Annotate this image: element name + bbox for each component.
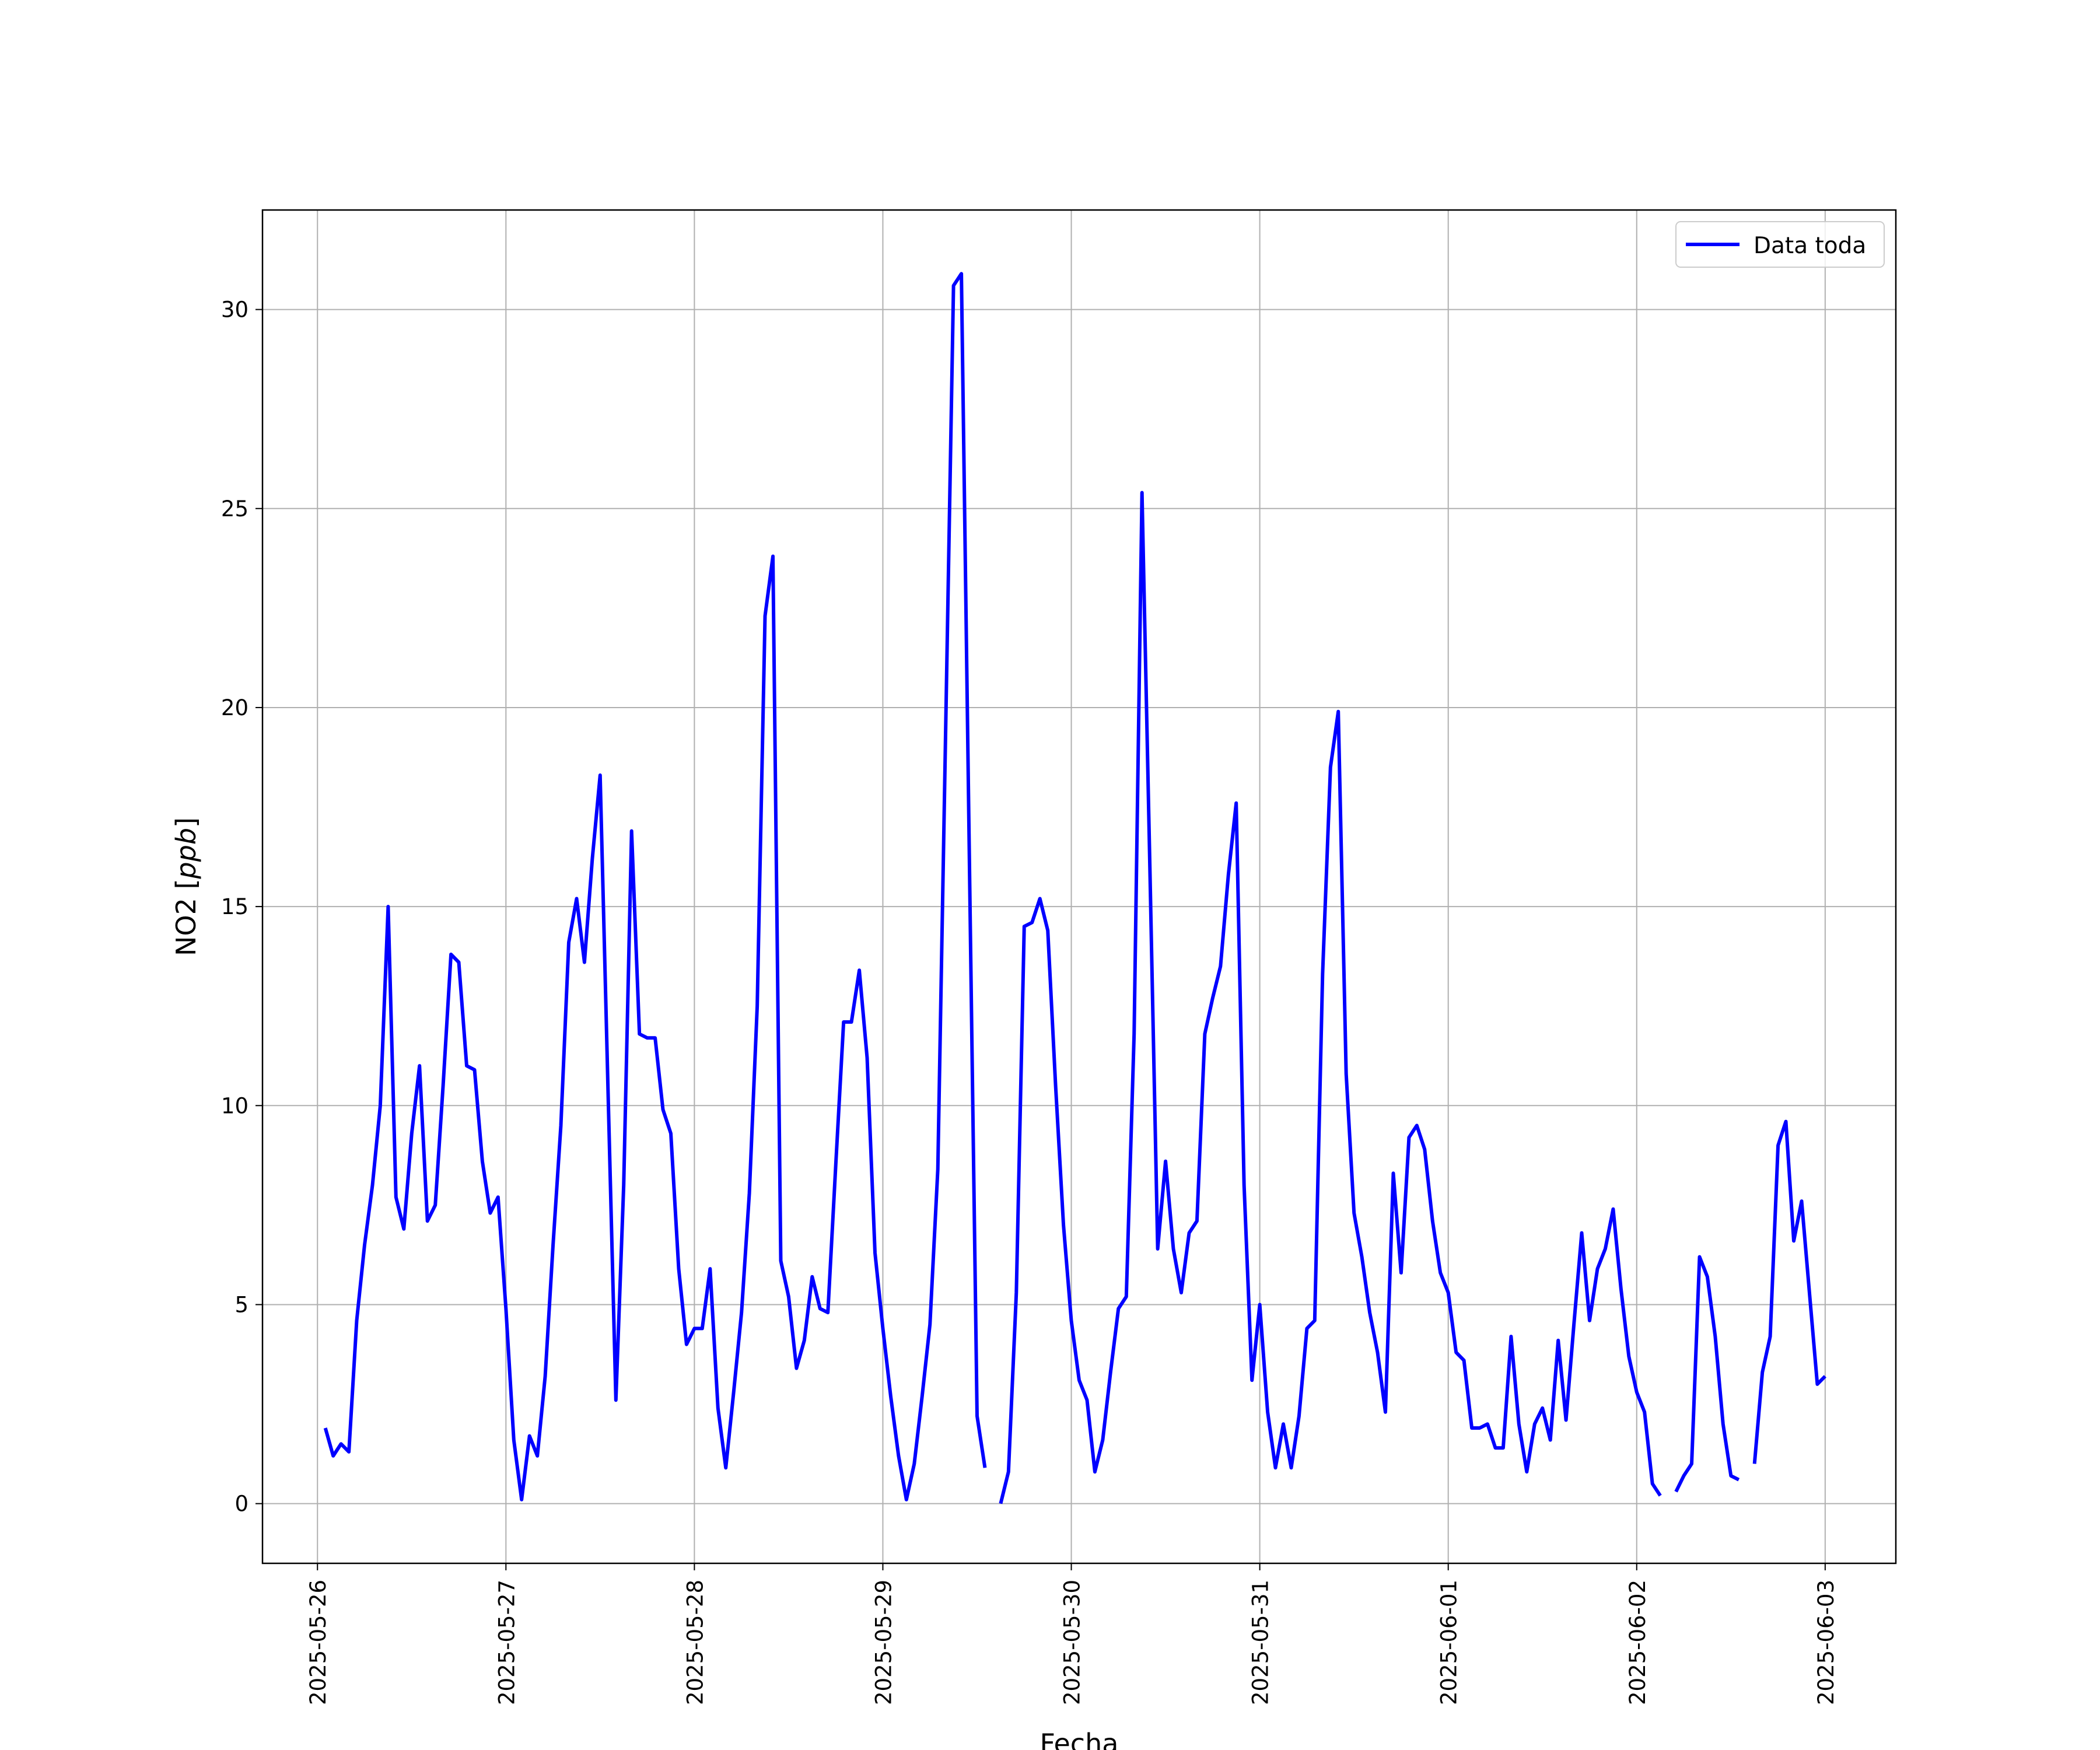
x-tick-label: 2025-05-30 xyxy=(1060,1580,1085,1705)
x-tick-label: 2025-05-27 xyxy=(494,1580,519,1705)
x-axis-label: Fecha xyxy=(1040,1728,1119,1750)
y-axis-label: NO2 [ppb] xyxy=(170,817,202,956)
y-axis-label-main: NO2 [ xyxy=(170,879,202,956)
y-tick-label: 5 xyxy=(235,1292,249,1317)
x-axis: 2025-05-26 2025-05-27 2025-05-28 2025-05-29… xyxy=(306,1563,1839,1705)
y-tick-label: 20 xyxy=(221,695,249,720)
legend: Data toda xyxy=(1675,221,1885,268)
plot-area-frame xyxy=(261,209,1897,1564)
y-tick-label: 30 xyxy=(221,298,249,323)
series-line xyxy=(1752,1119,1826,1464)
y-axis-label-unit: ppb xyxy=(170,828,202,880)
x-tick-label: 2025-05-26 xyxy=(306,1580,331,1705)
series-line xyxy=(1674,1255,1740,1493)
y-tick-label: 15 xyxy=(221,894,249,919)
series-line xyxy=(999,491,1662,1504)
x-tick-label: 2025-05-29 xyxy=(871,1580,896,1705)
x-tick-label: 2025-06-02 xyxy=(1625,1580,1650,1705)
y-axis: 0 5 10 15 20 25 30 xyxy=(221,298,262,1517)
y-axis-label-close: ] xyxy=(170,817,202,828)
x-tick-label: 2025-05-28 xyxy=(682,1580,708,1705)
x-tick-label: 2025-06-01 xyxy=(1437,1580,1462,1705)
series-line xyxy=(323,272,987,1502)
x-tick-label: 2025-05-31 xyxy=(1248,1580,1273,1705)
x-tick-label: 2025-06-03 xyxy=(1814,1580,1839,1705)
legend-label: Data toda xyxy=(1754,233,1866,259)
y-tick-label: 0 xyxy=(235,1492,249,1517)
y-tick-label: 25 xyxy=(221,496,249,522)
y-tick-label: 10 xyxy=(221,1093,249,1118)
series-group xyxy=(323,272,1826,1504)
legend-box xyxy=(1675,221,1885,268)
